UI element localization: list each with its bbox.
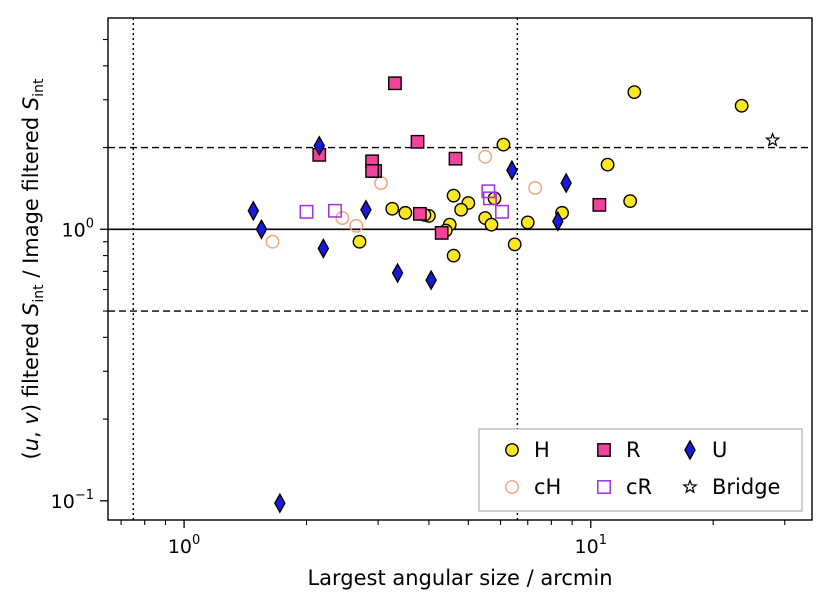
point-r bbox=[410, 134, 425, 149]
axis-ticks: 100 101 10−1 100 bbox=[51, 38, 786, 558]
point-h bbox=[623, 194, 638, 209]
point-u bbox=[506, 159, 518, 181]
legend-label-h: H bbox=[534, 438, 550, 462]
series-cr bbox=[299, 184, 509, 219]
legend-label-bridge: Bridge bbox=[712, 475, 780, 499]
legend-item-r: R bbox=[597, 438, 641, 462]
point-h bbox=[507, 237, 522, 252]
y-tick-label: 10−1 bbox=[51, 488, 94, 513]
point-u bbox=[255, 218, 268, 240]
point-cr bbox=[481, 184, 496, 199]
point-ch bbox=[528, 180, 543, 195]
series-r bbox=[312, 76, 607, 240]
y-axis-label: (u, v) filtered Sint / Image filtered Si… bbox=[19, 78, 47, 459]
point-r bbox=[434, 225, 449, 240]
point-h bbox=[484, 217, 499, 232]
legend-label-u: U bbox=[712, 438, 727, 462]
point-r bbox=[388, 76, 402, 91]
point-h bbox=[520, 215, 535, 230]
point-cr bbox=[495, 204, 509, 219]
point-h bbox=[446, 188, 461, 203]
point-u bbox=[317, 238, 330, 259]
legend-marker-u bbox=[684, 439, 696, 461]
point-h bbox=[600, 157, 615, 172]
point-ch bbox=[349, 218, 364, 233]
point-r bbox=[448, 151, 463, 166]
legend-marker-h bbox=[505, 443, 519, 457]
point-h bbox=[352, 234, 367, 249]
point-ch bbox=[478, 149, 493, 164]
point-h bbox=[734, 98, 749, 113]
series-ch bbox=[265, 149, 543, 249]
data-points bbox=[247, 76, 781, 514]
point-h bbox=[385, 201, 400, 216]
point-u bbox=[360, 199, 372, 221]
point-ch bbox=[265, 234, 280, 249]
series-u bbox=[247, 135, 572, 514]
legend-marker-r bbox=[597, 443, 611, 457]
point-r bbox=[365, 164, 380, 178]
legend-marker-cr bbox=[597, 480, 611, 494]
legend-marker-bridge bbox=[682, 478, 698, 494]
x-axis-label: Largest angular size / arcmin bbox=[307, 566, 612, 590]
point-ch bbox=[335, 211, 350, 226]
point-r bbox=[412, 206, 427, 221]
point-cr bbox=[328, 203, 342, 218]
legend: HcH RcR U Bridge bbox=[478, 428, 803, 512]
point-bridge bbox=[764, 131, 781, 147]
point-u bbox=[425, 269, 437, 291]
legend-items: HcH RcR U Bridge bbox=[505, 438, 780, 499]
legend-item-bridge: Bridge bbox=[682, 475, 780, 499]
legend-box bbox=[478, 428, 803, 512]
point-u bbox=[560, 172, 572, 194]
legend-item-ch: cH bbox=[505, 475, 561, 499]
point-h bbox=[496, 137, 511, 152]
point-u bbox=[552, 210, 564, 232]
x-tick-label: 100 bbox=[168, 533, 200, 558]
point-u bbox=[274, 492, 286, 514]
point-h bbox=[398, 205, 413, 220]
point-h bbox=[627, 85, 642, 100]
legend-item-h: H bbox=[505, 438, 550, 462]
point-h bbox=[454, 202, 469, 217]
y-tick-label: 100 bbox=[62, 216, 94, 241]
point-u bbox=[391, 262, 404, 284]
point-u bbox=[313, 135, 326, 157]
legend-label-r: R bbox=[626, 438, 641, 462]
x-tick-label: 101 bbox=[575, 533, 607, 558]
point-cr bbox=[299, 204, 314, 219]
reference-lines bbox=[108, 18, 812, 520]
legend-item-u: U bbox=[684, 438, 727, 462]
point-r bbox=[592, 197, 607, 212]
legend-label-ch: cH bbox=[534, 475, 561, 499]
point-h bbox=[446, 248, 461, 263]
series-bridge bbox=[764, 131, 781, 147]
legend-label-cr: cR bbox=[626, 475, 652, 499]
point-cr bbox=[482, 191, 497, 206]
legend-item-cr: cR bbox=[597, 475, 652, 499]
point-u bbox=[247, 200, 260, 222]
legend-marker-ch bbox=[505, 480, 519, 494]
plot-frame bbox=[107, 17, 813, 521]
